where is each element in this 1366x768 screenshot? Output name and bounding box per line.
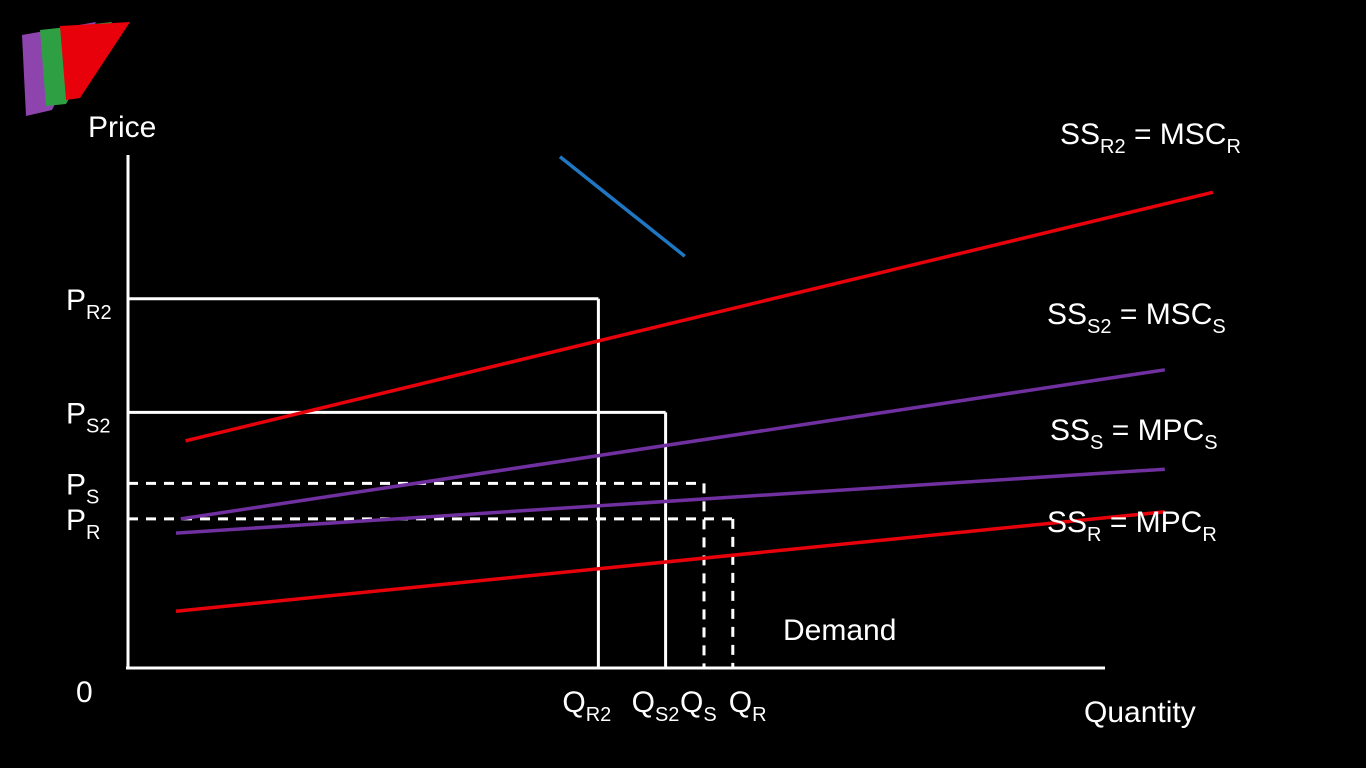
curve-sss2-mscs bbox=[180, 368, 1166, 521]
curve-label-ssr2-mscr: SSR2 = MSCR bbox=[1060, 118, 1241, 158]
y-axis-label: Price bbox=[88, 111, 156, 144]
curve-label-ssr-mpcr: SSR = MPCR bbox=[1047, 506, 1217, 546]
logo bbox=[22, 22, 130, 116]
price-label-pr: PR bbox=[66, 504, 100, 544]
logo-red-stripe bbox=[60, 22, 130, 100]
curve-label-sss-mpcs: SSS = MPCS bbox=[1050, 414, 1218, 454]
price-label-pr2: PR2 bbox=[66, 284, 112, 324]
curve-ssr-mpcr bbox=[175, 510, 1165, 613]
curve-sss-mpcs bbox=[175, 467, 1165, 535]
quantity-label-qs2: QS2 bbox=[632, 686, 680, 726]
curve-demand bbox=[558, 155, 686, 258]
quantity-label-qr2: QR2 bbox=[562, 686, 611, 726]
guide-lines bbox=[128, 297, 735, 668]
x-axis-label: Quantity bbox=[1084, 696, 1196, 729]
origin-label: 0 bbox=[76, 676, 93, 709]
curve-label-sss2-mscs: SSS2 = MSCS bbox=[1047, 298, 1226, 338]
price-label-ps: PS bbox=[66, 468, 99, 508]
curves: SSR2 = MSCR SSS2 = MSCS SSS = MPCS SSR = MP… bbox=[175, 118, 1241, 647]
curve-label-demand: Demand bbox=[783, 614, 896, 647]
price-label-ps2: PS2 bbox=[66, 397, 110, 437]
quantity-label-qs: QS bbox=[680, 686, 717, 726]
quantity-label-qr: QR bbox=[729, 686, 767, 726]
curve-ssr2-mscr bbox=[185, 190, 1214, 443]
